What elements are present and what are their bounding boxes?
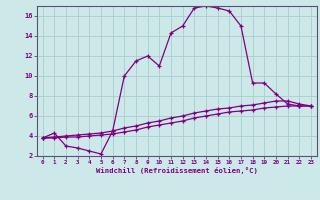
X-axis label: Windchill (Refroidissement éolien,°C): Windchill (Refroidissement éolien,°C) xyxy=(96,167,258,174)
